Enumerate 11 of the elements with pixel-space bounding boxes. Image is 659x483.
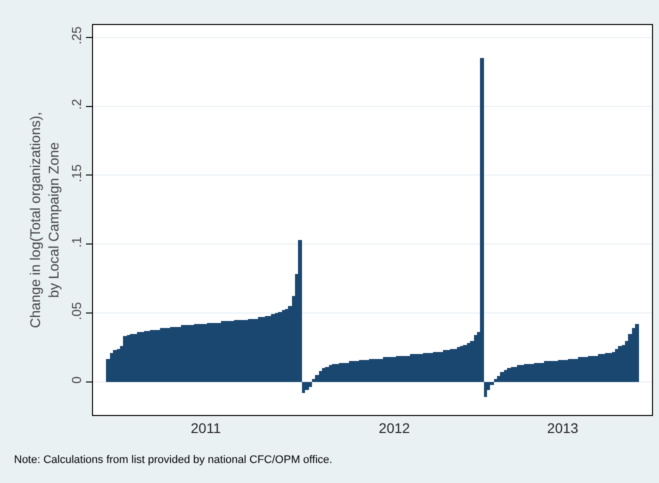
y-axis-title: Change in log(Total organizations), by Local Campaign Zone [27, 112, 62, 328]
y-tick-label: .2 [68, 98, 84, 110]
y-tick-label: .25 [68, 26, 84, 44]
y-tick-label: 0 [68, 376, 84, 384]
x-tick-label: 2012 [378, 420, 410, 436]
y-tick-label: .1 [68, 236, 84, 248]
x-tick-label: 2011 [190, 420, 222, 436]
text: Note: Calculations from list provided by national CFC/OPM office. [14, 454, 332, 466]
x-tick-label: 2013 [547, 420, 579, 436]
y-tick-label: .05 [68, 302, 84, 320]
y-tick-label: .15 [68, 164, 84, 182]
